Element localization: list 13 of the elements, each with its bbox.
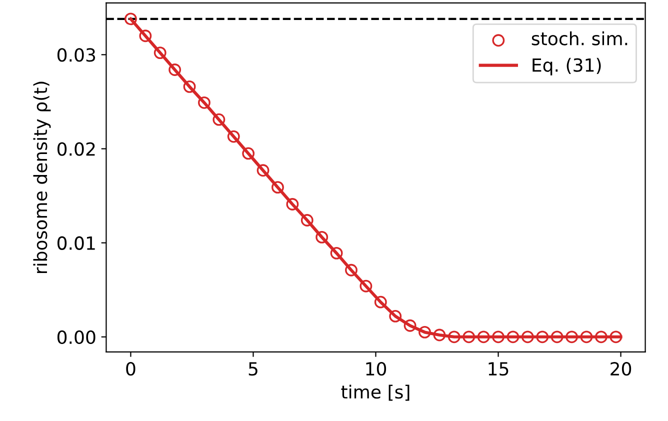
x-tick-label: 20	[610, 362, 632, 376]
x-tick-label: 10	[366, 362, 386, 376]
x-tick-label: 15	[488, 362, 508, 376]
y-tick-label: 0.01	[57, 236, 95, 250]
x-tick-label: 0	[126, 362, 136, 376]
x-tick-label: 5	[248, 362, 258, 376]
y-tick-label: 0.00	[57, 330, 96, 344]
y-axis-title: ribosome density ρ(t)	[33, 82, 51, 274]
x-axis-title: time [s]	[341, 384, 410, 401]
legend-label: Eq. (31)	[532, 58, 601, 76]
legend-label: stoch. sim.	[532, 31, 628, 46]
y-tick-label: 0.03	[57, 48, 96, 62]
y-tick-label: 0.02	[57, 142, 95, 156]
